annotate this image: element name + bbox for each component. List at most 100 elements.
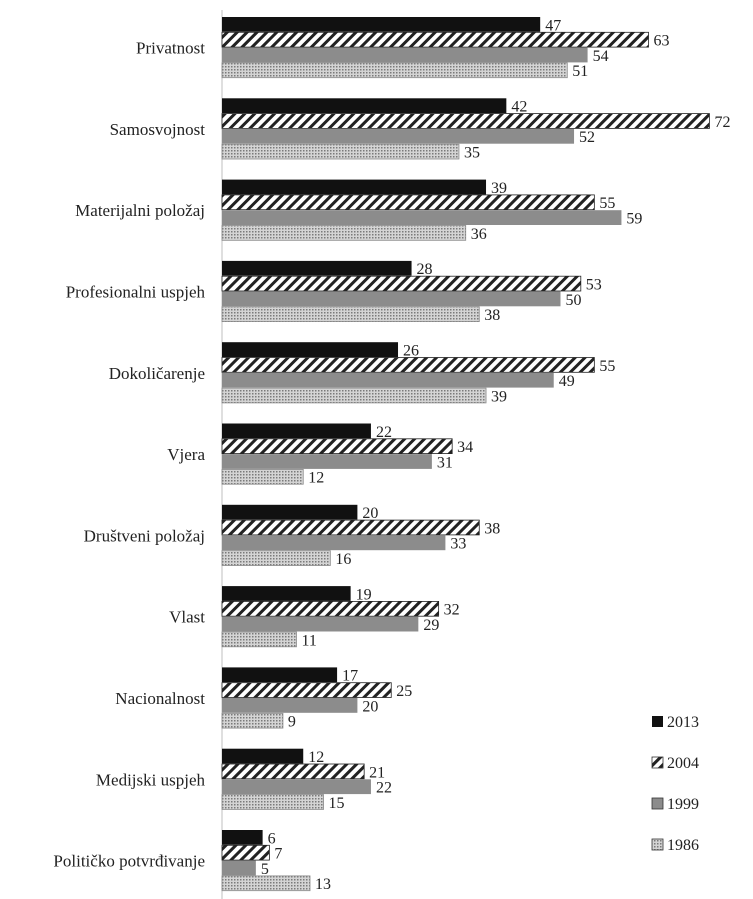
- data-label: 12: [308, 749, 324, 766]
- bar-1986: [221, 143, 460, 160]
- data-label: 9: [288, 714, 296, 731]
- bar-1999: [222, 372, 554, 388]
- category-label: Dokoličarenje: [109, 364, 205, 383]
- data-label: 29: [423, 617, 439, 634]
- data-label: 36: [471, 226, 487, 243]
- legend-swatch-1999: [651, 797, 664, 810]
- legend-swatch-2004: [651, 756, 664, 769]
- data-label: 20: [362, 698, 378, 715]
- bar-2013: [222, 586, 351, 601]
- bar-1986: [221, 794, 324, 810]
- bar-1999: [222, 616, 419, 632]
- bar-2013: [222, 830, 263, 845]
- bar-1986: [221, 62, 568, 79]
- legend-swatch-1986: [651, 838, 664, 851]
- data-label: 31: [437, 454, 453, 471]
- category-label: Medijski uspjeh: [96, 770, 206, 789]
- legend: 2013 2004 1999 1986: [651, 714, 699, 854]
- category-label: Vlast: [169, 608, 205, 627]
- data-label: 21: [369, 764, 385, 781]
- legend-label: 1986: [667, 837, 699, 854]
- data-label: 39: [491, 388, 507, 405]
- bar-1986: [221, 631, 297, 648]
- category-label: Privatnost: [136, 39, 205, 58]
- data-label: 17: [342, 668, 358, 685]
- plot-area: Privatnost 47 63 54 51 Samosvojnost 42 72 52 35 Ma…: [53, 10, 730, 899]
- category-label: Materijalni položaj: [75, 201, 205, 220]
- data-label: 22: [376, 424, 392, 441]
- data-label: 55: [599, 358, 615, 375]
- bar-2004: [221, 194, 595, 211]
- bar-2013: [222, 17, 541, 32]
- category-label: Nacionalnost: [115, 689, 205, 708]
- data-label: 26: [403, 343, 419, 360]
- data-label: 42: [511, 99, 527, 116]
- data-label: 49: [559, 373, 575, 390]
- category-label: Vjera: [167, 445, 205, 464]
- data-label: 54: [593, 48, 609, 65]
- category-label: Političko potvrđivanje: [53, 852, 205, 871]
- data-label: 52: [579, 129, 595, 146]
- bar-2004: [221, 763, 365, 780]
- bar-2004: [221, 844, 270, 861]
- bar-1999: [222, 47, 588, 63]
- data-label: 11: [301, 632, 316, 649]
- data-label: 7: [274, 846, 282, 863]
- bar-2013: [222, 98, 507, 114]
- bar-1999: [222, 535, 446, 551]
- bar-1986: [221, 306, 480, 322]
- data-label: 38: [484, 520, 500, 537]
- bar-1986: [221, 875, 311, 892]
- data-label: 72: [714, 114, 730, 131]
- category-label: Društveni položaj: [84, 526, 205, 545]
- data-label: 55: [599, 195, 615, 212]
- data-label: 5: [261, 861, 269, 878]
- legend-label: 2013: [667, 714, 699, 731]
- bar-2004: [221, 601, 440, 617]
- bar-2013: [222, 179, 487, 195]
- legend-swatch-2013: [652, 716, 663, 727]
- bar-2004: [221, 31, 649, 48]
- bar-1986: [221, 550, 331, 566]
- data-label: 38: [484, 307, 500, 324]
- data-label: 25: [396, 683, 412, 700]
- data-label: 35: [464, 145, 480, 162]
- bar-1999: [222, 128, 575, 144]
- data-label: 19: [356, 586, 372, 603]
- bar-1986: [221, 712, 284, 729]
- category-label: Samosvojnost: [110, 120, 206, 139]
- data-label: 50: [566, 292, 582, 309]
- bar-1986: [221, 468, 304, 485]
- data-label: 20: [362, 505, 378, 522]
- bar-1999: [222, 860, 256, 876]
- bar-2004: [221, 275, 582, 292]
- bar-1986: [221, 387, 487, 404]
- data-label: 53: [586, 277, 602, 294]
- data-label: 39: [491, 180, 507, 197]
- legend-label: 1999: [667, 796, 699, 813]
- bar-2004: [221, 113, 710, 129]
- data-label: 32: [444, 602, 460, 619]
- bar-1999: [222, 210, 622, 225]
- bar-2013: [222, 504, 358, 520]
- data-label: 34: [457, 439, 473, 456]
- data-label: 47: [545, 17, 561, 34]
- bar-2013: [222, 748, 304, 764]
- bar-2013: [222, 342, 399, 357]
- data-label: 51: [572, 63, 588, 80]
- bar-2013: [222, 260, 412, 276]
- bar-1999: [222, 779, 371, 795]
- data-label: 12: [308, 470, 324, 487]
- category-label: Profesionalni uspjeh: [66, 283, 206, 302]
- data-label: 13: [315, 876, 331, 893]
- bar-1999: [222, 291, 561, 307]
- data-label: 15: [329, 795, 345, 812]
- data-label: 16: [335, 551, 351, 568]
- bar-2013: [222, 667, 338, 683]
- bar-1999: [222, 454, 432, 469]
- data-label: 6: [268, 830, 276, 847]
- bar-2004: [221, 682, 392, 698]
- bar-2004: [221, 438, 453, 454]
- data-label: 28: [417, 261, 433, 278]
